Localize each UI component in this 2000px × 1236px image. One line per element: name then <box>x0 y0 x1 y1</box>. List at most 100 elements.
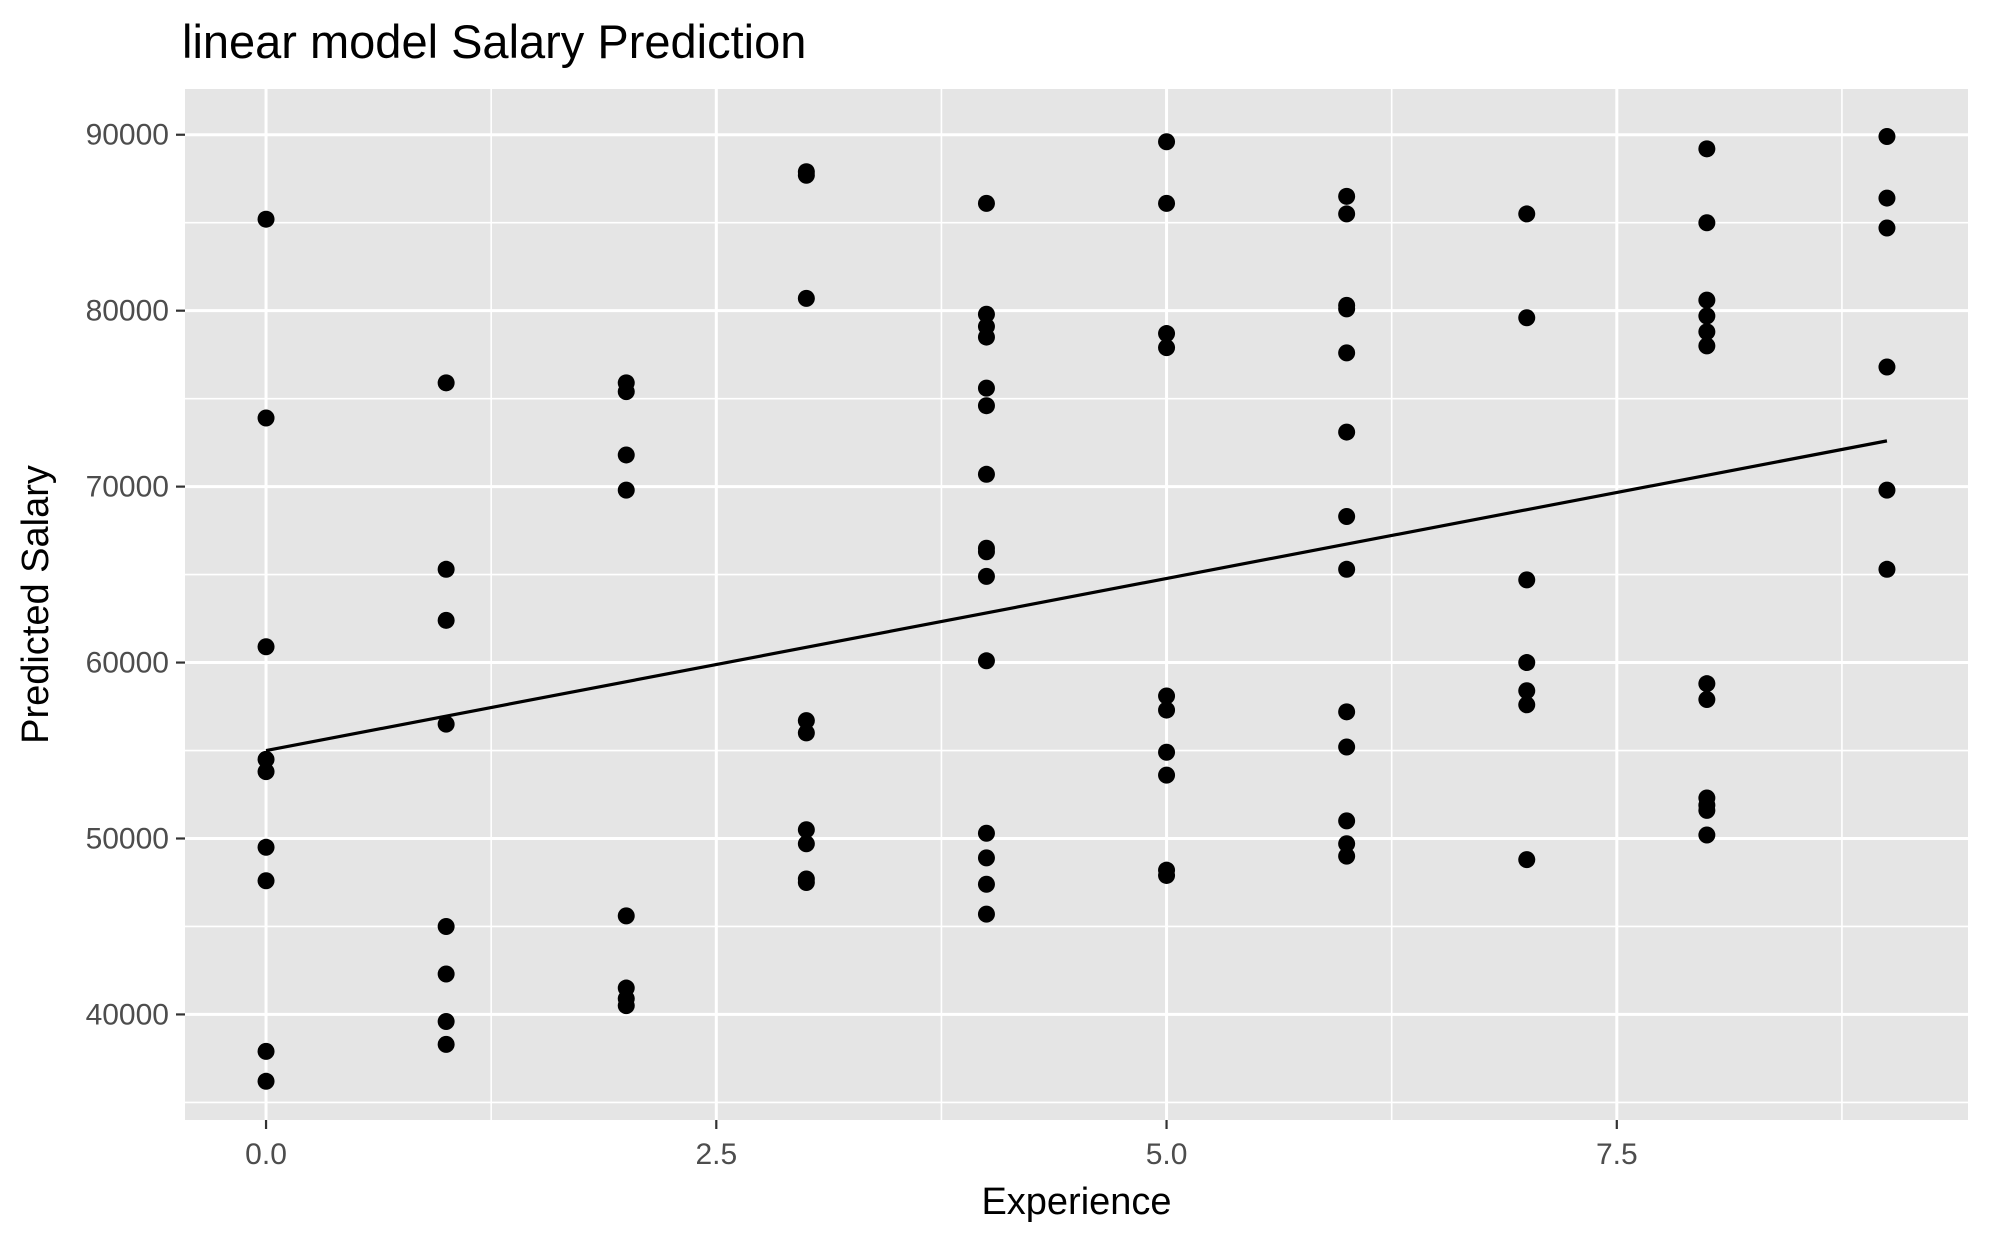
data-point <box>1338 187 1356 205</box>
data-point <box>437 1035 455 1053</box>
chart-title: linear model Salary Prediction <box>182 15 807 68</box>
data-point <box>1338 835 1356 853</box>
data-point <box>1158 325 1176 343</box>
data-point <box>1338 508 1356 526</box>
x-tick-label: 7.5 <box>1596 1138 1638 1171</box>
data-point <box>1878 358 1896 376</box>
data-point <box>1338 847 1356 865</box>
y-tick-label: 40000 <box>86 998 169 1031</box>
data-point <box>1698 337 1716 355</box>
data-point <box>1158 866 1176 884</box>
x-tick-label: 2.5 <box>695 1138 737 1171</box>
data-point <box>1698 307 1716 325</box>
x-tick-label: 5.0 <box>1146 1138 1188 1171</box>
data-point <box>1158 743 1176 761</box>
data-point <box>1158 339 1176 357</box>
data-point <box>1878 219 1896 237</box>
data-point <box>1698 140 1716 158</box>
data-point <box>1698 323 1716 341</box>
data-point <box>257 409 275 427</box>
data-point <box>977 397 995 415</box>
data-point <box>797 724 815 742</box>
data-point <box>437 560 455 578</box>
regression-line <box>265 439 1888 753</box>
data-point <box>1698 691 1716 709</box>
data-point <box>977 652 995 670</box>
data-point <box>797 712 815 730</box>
data-point <box>257 838 275 856</box>
y-tick-label: 80000 <box>86 295 169 328</box>
data-point <box>617 907 635 925</box>
data-point <box>797 873 815 891</box>
data-point <box>437 965 455 983</box>
data-point <box>797 289 815 307</box>
data-point <box>257 1072 275 1090</box>
data-point <box>797 821 815 839</box>
data-point <box>1338 738 1356 756</box>
data-point <box>437 917 455 935</box>
data-point <box>1158 687 1176 705</box>
data-point <box>257 1042 275 1060</box>
data-point <box>1158 766 1176 784</box>
y-tick-label: 90000 <box>86 119 169 152</box>
data-point <box>1518 682 1536 700</box>
data-point <box>1698 291 1716 309</box>
data-point <box>257 763 275 781</box>
data-point <box>1518 571 1536 589</box>
data-point <box>257 210 275 228</box>
data-point <box>1518 851 1536 869</box>
grid-lines <box>185 89 1968 1120</box>
data-point <box>617 481 635 499</box>
data-point <box>1878 128 1896 146</box>
y-axis-title: Predicted Salary <box>15 465 57 744</box>
data-point <box>1338 560 1356 578</box>
data-point <box>437 611 455 629</box>
data-point <box>1338 812 1356 830</box>
data-point <box>797 835 815 853</box>
data-point <box>617 383 635 401</box>
data-point <box>977 328 995 346</box>
data-point <box>437 715 455 733</box>
data-point <box>1698 675 1716 693</box>
data-point <box>1158 133 1176 151</box>
data-point <box>977 875 995 893</box>
data-point <box>797 166 815 184</box>
axes: 0.0 2.5 5.0 7.5 40000 50000 60000 70000 80000 900… <box>86 119 1638 1171</box>
data-point <box>1698 214 1716 232</box>
data-point <box>617 446 635 464</box>
data-point <box>1698 801 1716 819</box>
data-point <box>257 872 275 890</box>
data-point <box>1878 560 1896 578</box>
data-point <box>1158 194 1176 212</box>
data-point <box>1878 189 1896 207</box>
y-tick-label: 60000 <box>86 647 169 680</box>
data-point <box>977 305 995 323</box>
data-point <box>1518 654 1536 672</box>
data-point <box>1698 826 1716 844</box>
data-point <box>1878 481 1896 499</box>
y-tick-label: 50000 <box>86 822 169 855</box>
data-point <box>977 849 995 867</box>
x-axis-title: Experience <box>981 1181 1171 1223</box>
plot-panel <box>185 89 1968 1120</box>
data-point <box>257 750 275 768</box>
data-point <box>977 194 995 212</box>
data-point <box>617 997 635 1015</box>
data-point <box>1518 309 1536 327</box>
y-tick-label: 70000 <box>86 471 169 504</box>
data-point <box>1158 701 1176 719</box>
data-point <box>977 824 995 842</box>
data-points <box>257 128 1896 1090</box>
data-point <box>977 905 995 923</box>
data-point <box>977 543 995 561</box>
data-point <box>1338 205 1356 223</box>
data-point <box>1518 696 1536 714</box>
data-point <box>977 379 995 397</box>
data-point <box>437 1012 455 1030</box>
regression-line-group <box>265 439 1888 753</box>
data-point <box>1338 300 1356 318</box>
data-point <box>1338 703 1356 721</box>
data-point <box>977 567 995 585</box>
data-point <box>1518 205 1536 223</box>
